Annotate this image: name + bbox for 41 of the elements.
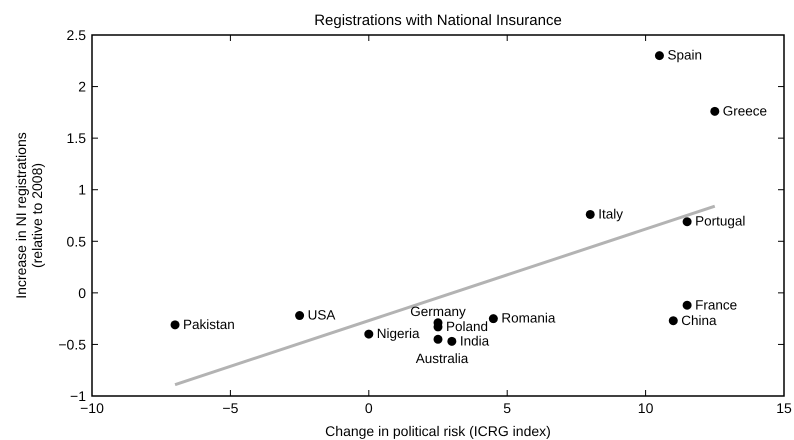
annotation: France [695, 297, 738, 312]
annotation: USA [308, 308, 336, 323]
annotation: Greece [722, 103, 768, 118]
point [447, 336, 456, 346]
point [488, 314, 498, 324]
y-tick-label: −0.5 [58, 336, 86, 352]
annotation: Italy [598, 206, 624, 222]
point [710, 106, 720, 116]
annotation: India [460, 333, 490, 348]
point [434, 334, 442, 344]
point [682, 217, 692, 226]
point [654, 51, 664, 60]
x-axis-title: Change in political risk (ICRG index) [325, 423, 551, 439]
annotation: Australia [416, 351, 469, 366]
chart-title: Registrations with National Insurance [314, 12, 562, 29]
annotation: China [681, 312, 718, 328]
y-tick-label: 1 [78, 182, 86, 198]
annotation: Portugal [695, 214, 746, 229]
point [586, 210, 595, 219]
annotation: Romania [501, 310, 556, 326]
point [668, 316, 678, 326]
y-tick-label: 2.5 [66, 27, 86, 43]
y-tick-label: 1.5 [66, 130, 86, 146]
y-tick-label: 2 [78, 78, 86, 95]
annotation: Poland [446, 318, 488, 334]
x-tick-label: 15 [776, 400, 792, 416]
y-axis-title: Increase in NI registrations (relative to 2008) [13, 132, 45, 299]
annotation: Pakistan [183, 316, 235, 332]
point [364, 330, 374, 339]
annotation: Nigeria [376, 326, 420, 342]
x-tick-label: 0 [364, 400, 373, 416]
x-tick-label: 5 [503, 400, 512, 416]
point [295, 311, 304, 320]
y-tick-label: 0 [78, 284, 86, 301]
x-tick-label: 10 [638, 400, 654, 416]
y-tick-label: 0.5 [66, 233, 86, 250]
annotation: Germany [410, 304, 466, 320]
annotation: Spain [667, 48, 702, 63]
point [170, 320, 180, 330]
x-tick-label: −5 [222, 400, 239, 416]
point [682, 300, 692, 310]
